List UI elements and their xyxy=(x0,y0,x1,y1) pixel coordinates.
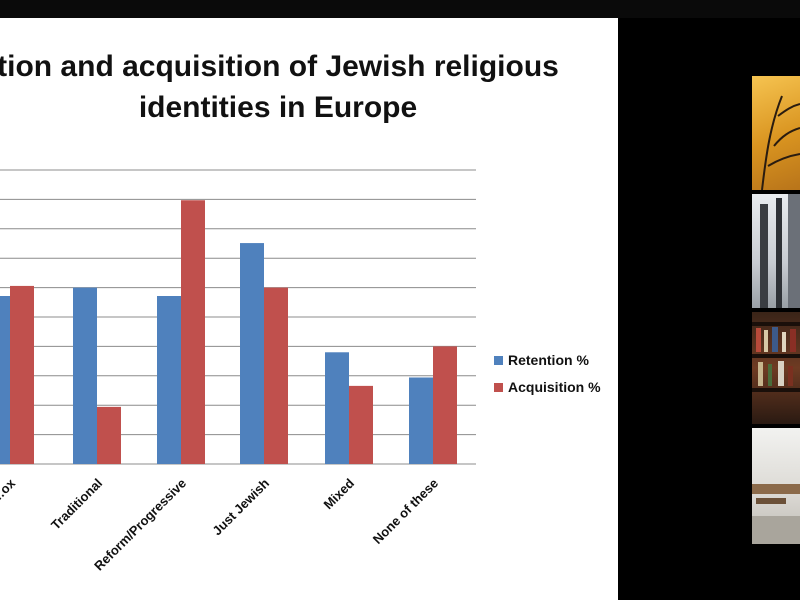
chart-bars xyxy=(0,200,457,465)
tile-3-scene xyxy=(752,322,800,392)
bar-retention-3 xyxy=(240,243,264,464)
slide-title-line-2: identities in Europe xyxy=(138,91,418,124)
x-tick-label: Reform/Progressive xyxy=(91,476,189,574)
tile-1-scene xyxy=(761,95,800,190)
x-tick-label: …ox xyxy=(0,475,19,506)
bar-retention-4 xyxy=(325,352,349,464)
bar-retention-0 xyxy=(0,296,10,464)
bar-retention-2 xyxy=(157,296,181,464)
video-tile-participant-1[interactable] xyxy=(752,76,800,190)
x-tick-label: Just Jewish xyxy=(209,475,272,538)
legend-label: Acquisition % xyxy=(508,379,601,395)
video-tile-participant-3[interactable] xyxy=(752,312,800,424)
chart-gridlines xyxy=(0,169,476,465)
top-bar xyxy=(0,0,800,18)
bar-retention-1 xyxy=(73,287,97,464)
x-tick-label: Traditional xyxy=(48,476,105,533)
slide-title: tion and acquisition of Jewish religious… xyxy=(0,46,588,128)
bar-acquisition-4 xyxy=(349,385,373,464)
chart-legend: Retention % Acquisition % xyxy=(494,352,601,395)
bar-acquisition-3 xyxy=(264,287,288,464)
x-tick-label: None of these xyxy=(370,476,441,547)
tile-2-scene xyxy=(760,194,800,308)
video-tile-participant-2[interactable] xyxy=(752,194,800,308)
presentation-slide: tion and acquisition of Jewish religious… xyxy=(0,18,618,600)
bar-acquisition-0 xyxy=(10,285,34,464)
bar-acquisition-2 xyxy=(181,200,205,465)
bar-acquisition-5 xyxy=(433,346,457,464)
legend-swatch xyxy=(494,383,503,392)
tile-4-scene xyxy=(752,484,800,544)
legend-swatch xyxy=(494,356,503,365)
slide-title-line-1: tion and acquisition of Jewish religious xyxy=(0,50,559,83)
bar-acquisition-1 xyxy=(97,406,121,464)
video-tile-participant-4[interactable] xyxy=(752,428,800,544)
bar-retention-5 xyxy=(409,377,433,464)
legend-label: Retention % xyxy=(508,352,589,368)
x-tick-label: Mixed xyxy=(320,475,357,512)
